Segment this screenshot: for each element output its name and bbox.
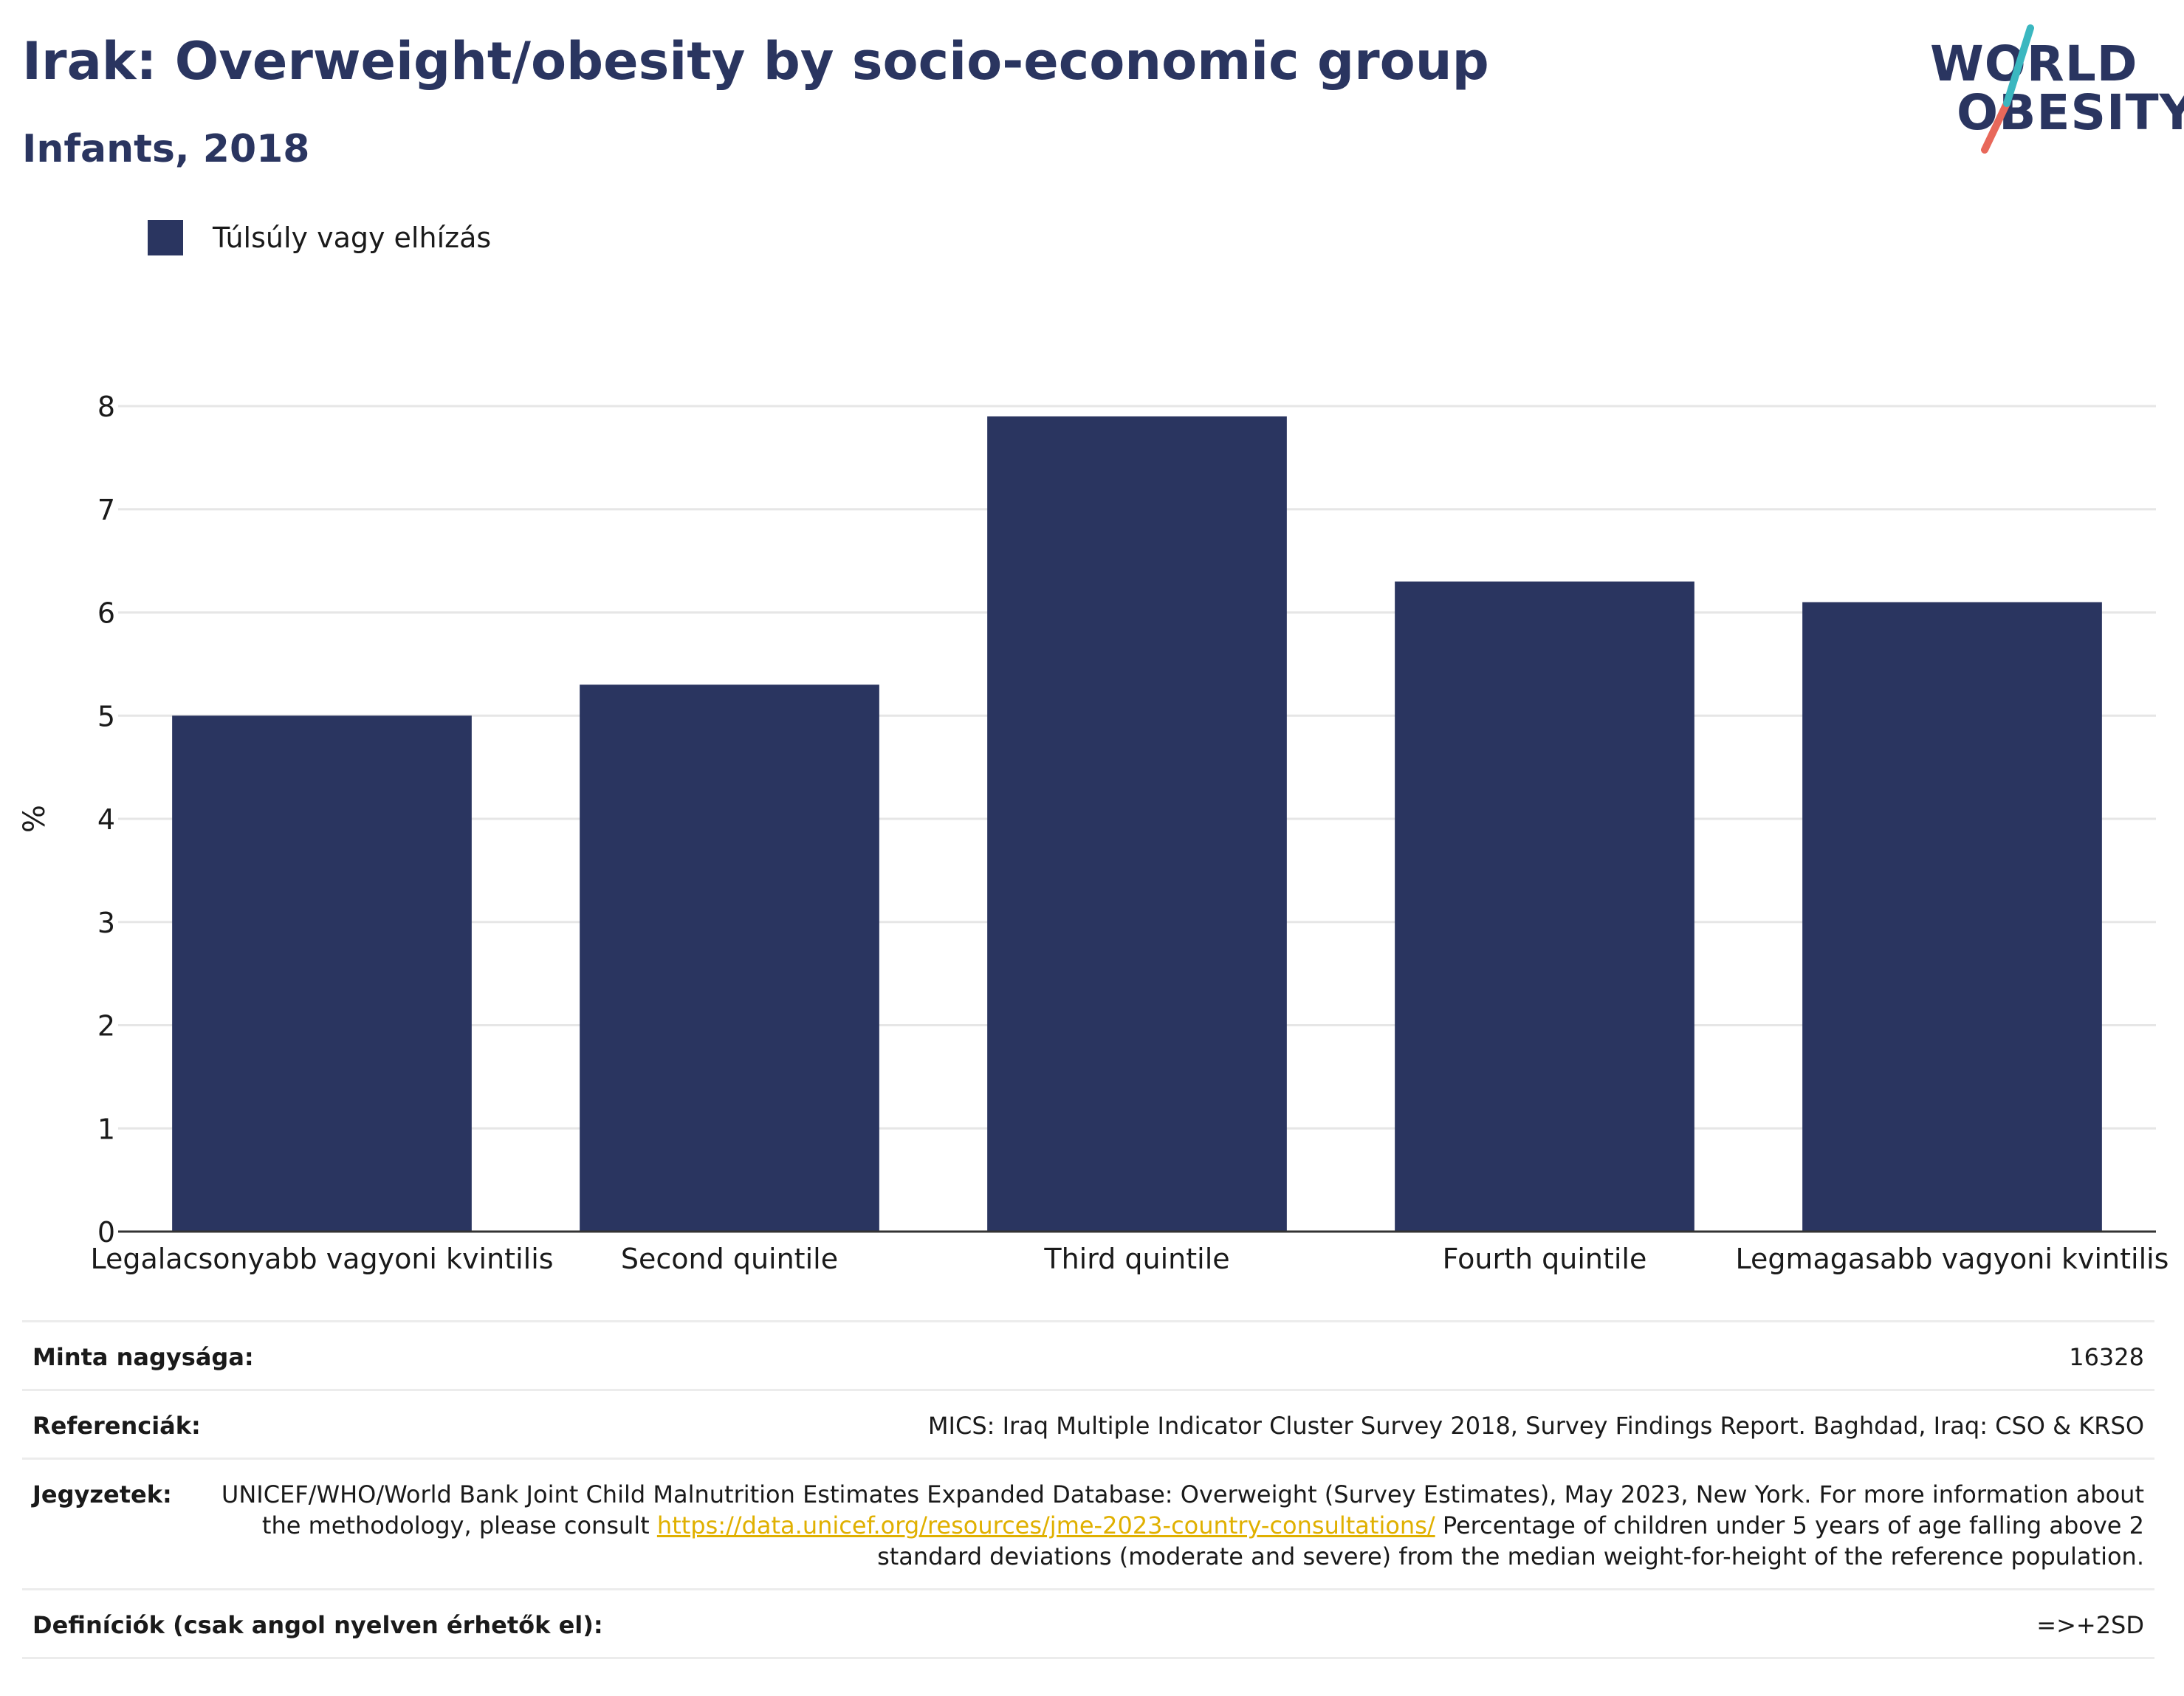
notes-text-1: UNICEF/WHO/World Bank Joint Child Malnut…	[221, 1480, 2144, 1539]
references-value: MICS: Iraq Multiple Indicator Cluster Su…	[927, 1412, 2144, 1440]
meta-row-references: Referenciák: MICS: Iraq Multiple Indicat…	[22, 1389, 2154, 1458]
sample-size-label: Minta nagysága:	[32, 1343, 254, 1371]
y-tick-label: 5	[97, 700, 115, 732]
bar-chart: 0 1 2 3 4 5 6 7 8 Legalacsonyabb vagyoni kvintil…	[18, 391, 2168, 1275]
y-axis-ticks: 0 1 2 3 4 5 6 7 8	[97, 391, 115, 1249]
y-tick-label: 6	[97, 597, 115, 630]
x-tick-label: Second quintile	[621, 1243, 838, 1275]
meta-row-definitions: Definíciók (csak angol nyelven érhetők e…	[22, 1588, 2154, 1659]
y-tick-label: 0	[97, 1216, 115, 1249]
metadata-table: Minta nagysága: 16328 Referenciák: MICS:…	[22, 1320, 2154, 1659]
sample-size-value: 16328	[2069, 1343, 2144, 1371]
legend-swatch	[148, 220, 183, 255]
x-tick-label: Fourth quintile	[1443, 1243, 1647, 1275]
x-tick-label: Legmagasabb vagyoni kvintilis	[1736, 1243, 2169, 1275]
notes-value: UNICEF/WHO/World Bank Joint Child Malnut…	[216, 1479, 2144, 1572]
bar[interactable]	[580, 684, 879, 1232]
chart-subtitle: Infants, 2018	[22, 127, 310, 171]
meta-row-notes: Jegyzetek: UNICEF/WHO/World Bank Joint C…	[22, 1458, 2154, 1588]
references-label: Referenciák:	[32, 1412, 201, 1440]
x-tick-label: Legalacsonyabb vagyoni kvintilis	[90, 1243, 553, 1275]
y-tick-label: 2	[97, 1010, 115, 1043]
y-tick-label: 1	[97, 1113, 115, 1145]
legend-label: Túlsúly vagy elhízás	[213, 222, 492, 254]
logo-word-1: WORLD	[1930, 35, 2138, 92]
meta-row-sample: Minta nagysága: 16328	[22, 1320, 2154, 1389]
notes-label: Jegyzetek:	[32, 1480, 172, 1508]
methodology-link[interactable]: https://data.unicef.org/resources/jme-20…	[656, 1511, 1435, 1539]
definitions-value: =>+2SD	[2036, 1611, 2144, 1639]
y-tick-label: 7	[97, 494, 115, 526]
world-obesity-logo: WORLD OBESITY	[1920, 21, 2184, 154]
bars	[172, 416, 2102, 1232]
notes-text-2: Percentage of children under 5 years of …	[877, 1511, 2144, 1570]
y-tick-label: 3	[97, 907, 115, 939]
bar[interactable]	[987, 416, 1287, 1232]
y-axis-label: %	[18, 805, 52, 833]
legend: Túlsúly vagy elhízás	[148, 219, 491, 257]
x-tick-label: Third quintile	[1043, 1243, 1229, 1275]
y-tick-label: 8	[97, 391, 115, 423]
logo-slash-icon	[1981, 24, 2034, 154]
bar[interactable]	[1802, 602, 2102, 1232]
chart-title: Irak: Overweight/obesity by socio-econom…	[22, 31, 1489, 92]
x-axis-ticks: Legalacsonyabb vagyoni kvintilis Second q…	[90, 1243, 2168, 1275]
bar[interactable]	[1395, 581, 1694, 1232]
definitions-label: Definíciók (csak angol nyelven érhetők e…	[32, 1611, 603, 1639]
bar[interactable]	[172, 715, 472, 1232]
y-tick-label: 4	[97, 803, 115, 836]
